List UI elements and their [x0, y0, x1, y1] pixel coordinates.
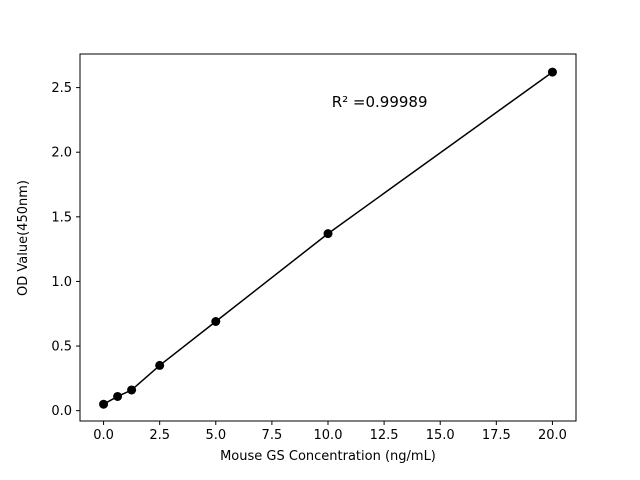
- x-tick-label: 7.5: [262, 428, 283, 443]
- x-tick-label: 12.5: [370, 428, 399, 443]
- x-tick-label: 17.5: [482, 428, 511, 443]
- x-tick-label: 5.0: [205, 428, 226, 443]
- x-tick-label: 10.0: [314, 428, 343, 443]
- x-tick-label: 15.0: [426, 428, 455, 443]
- data-point-marker: [547, 67, 557, 77]
- y-tick-label: 0.5: [51, 340, 72, 355]
- data-point-marker: [113, 391, 123, 401]
- y-tick-label: 2.5: [51, 81, 72, 96]
- x-tick-label: 2.5: [149, 428, 170, 443]
- data-point-marker: [211, 316, 221, 326]
- data-point-marker: [127, 385, 137, 395]
- plot-generated-layer: 0.0 2.5 5.0 7.5 10.0 12.5 15.0 17.5 20.0 0.0 0.5 1.…: [51, 53, 577, 443]
- x-tick-label: 0.0: [93, 428, 114, 443]
- fit-line: [103, 71, 553, 405]
- data-point-marker: [99, 399, 109, 409]
- y-tick-label: 1.0: [51, 275, 72, 290]
- y-tick-label: 0.0: [51, 404, 72, 419]
- y-tick-label: 1.5: [51, 210, 72, 225]
- y-tick-label: 2.0: [51, 146, 72, 161]
- y-axis-label: OD Value(450nm): [16, 180, 31, 296]
- data-point-marker: [155, 360, 165, 370]
- x-tick-label: 20.0: [538, 428, 567, 443]
- x-axis-label: Mouse GS Concentration (ng/mL): [220, 449, 436, 464]
- data-point-marker: [323, 229, 333, 239]
- r-squared-annotation: R² =0.99989: [332, 93, 428, 111]
